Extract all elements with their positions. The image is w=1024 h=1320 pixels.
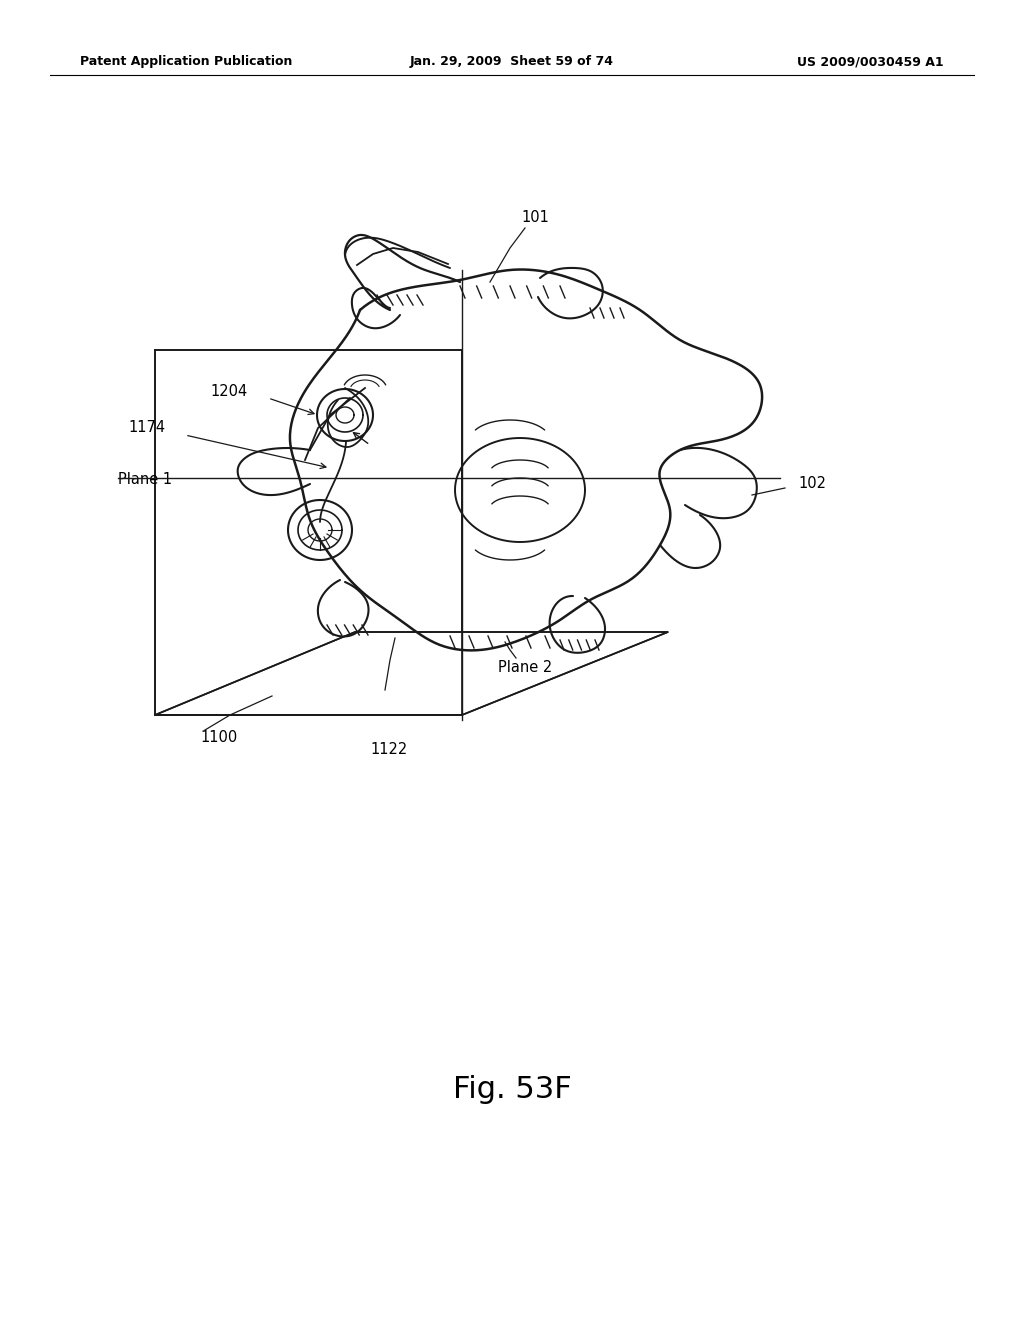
Polygon shape	[155, 632, 668, 715]
Text: 1204: 1204	[210, 384, 247, 400]
Text: Plane 2: Plane 2	[498, 660, 552, 675]
Text: Patent Application Publication: Patent Application Publication	[80, 55, 293, 69]
Polygon shape	[155, 350, 462, 715]
Text: US 2009/0030459 A1: US 2009/0030459 A1	[798, 55, 944, 69]
Text: 1174: 1174	[128, 421, 165, 436]
Text: 101: 101	[521, 210, 549, 226]
Text: Plane 1: Plane 1	[118, 473, 172, 487]
Text: 1100: 1100	[200, 730, 238, 746]
Text: Jan. 29, 2009  Sheet 59 of 74: Jan. 29, 2009 Sheet 59 of 74	[410, 55, 614, 69]
Text: Fig. 53F: Fig. 53F	[453, 1076, 571, 1105]
Text: 1122: 1122	[370, 742, 408, 758]
Text: 102: 102	[798, 475, 826, 491]
